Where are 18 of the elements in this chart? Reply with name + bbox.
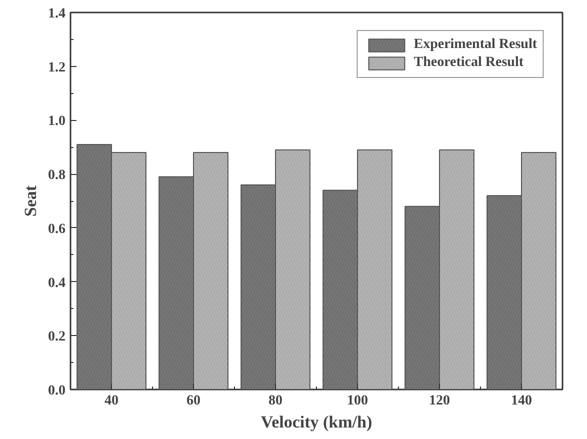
x-tick-label: 40 [104, 394, 118, 408]
y-tick-label: 0.6 [48, 222, 66, 237]
y-tick-label: 1.2 [48, 60, 66, 76]
y-tick-label: 1.0 [48, 114, 66, 130]
y-axis-title: Seat [21, 185, 40, 217]
y-tick-label: 1.4 [48, 6, 66, 22]
x-tick-label: 60 [186, 394, 200, 408]
x-tick-label: 120 [429, 394, 450, 408]
x-tick-label: 140 [511, 394, 532, 408]
y-tick-label: 0.4 [48, 276, 66, 291]
y-tick-label: 0.2 [48, 330, 66, 345]
x-axis-title: Velocity (km/h) [260, 412, 372, 432]
legend-label: Theoretical Result [414, 55, 524, 71]
x-tick-label: 80 [268, 394, 282, 408]
legend-label: Experimental Result [414, 37, 537, 53]
x-tick-label: 100 [347, 394, 368, 408]
y-tick-label: 0.0 [48, 384, 66, 398]
y-tick-label: 0.8 [48, 168, 66, 184]
